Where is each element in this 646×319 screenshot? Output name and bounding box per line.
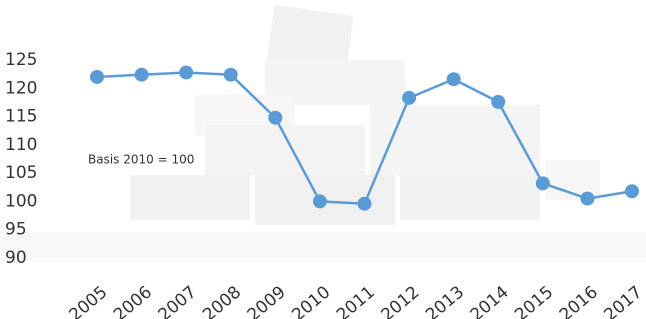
x-tick-label: 2007 [155, 282, 201, 319]
marker [491, 95, 505, 109]
y-tick-label: 105 [5, 163, 37, 183]
marker [90, 70, 104, 84]
x-tick-label: 2017 [600, 282, 646, 319]
x-tick-label: 2005 [65, 282, 111, 319]
y-tick-label: 90 [5, 248, 27, 268]
y-tick-label: 115 [5, 107, 37, 127]
y-tick-label: 95 [5, 220, 27, 240]
x-tick-label: 2016 [556, 282, 602, 319]
marker [268, 111, 282, 125]
x-tick-label: 2015 [511, 282, 557, 319]
x-tick-label: 2009 [244, 282, 290, 319]
marker [135, 68, 149, 82]
marker [179, 65, 193, 79]
x-tick-label: 2011 [333, 282, 379, 319]
marker [402, 91, 416, 105]
marker [313, 194, 327, 208]
x-tick-label: 2014 [467, 282, 513, 319]
x-tick-label: 2010 [288, 282, 334, 319]
x-tick-label: 2013 [422, 282, 468, 319]
marker [536, 176, 550, 190]
y-tick-label: 100 [5, 191, 37, 211]
x-tick-label: 2006 [110, 282, 156, 319]
chart: 9095100105110115120125200520062007200820… [0, 0, 646, 319]
annotation: Basis 2010 = 100 [88, 153, 194, 167]
marker [625, 184, 639, 198]
y-tick-label: 120 [5, 78, 37, 98]
y-tick-label: 110 [5, 135, 37, 155]
x-tick-label: 2012 [378, 282, 424, 319]
x-tick-label: 2008 [199, 282, 245, 319]
marker [447, 72, 461, 86]
background-image [0, 5, 646, 262]
y-tick-label: 125 [5, 50, 37, 70]
marker [580, 192, 594, 206]
marker [358, 197, 372, 211]
marker [224, 68, 238, 82]
